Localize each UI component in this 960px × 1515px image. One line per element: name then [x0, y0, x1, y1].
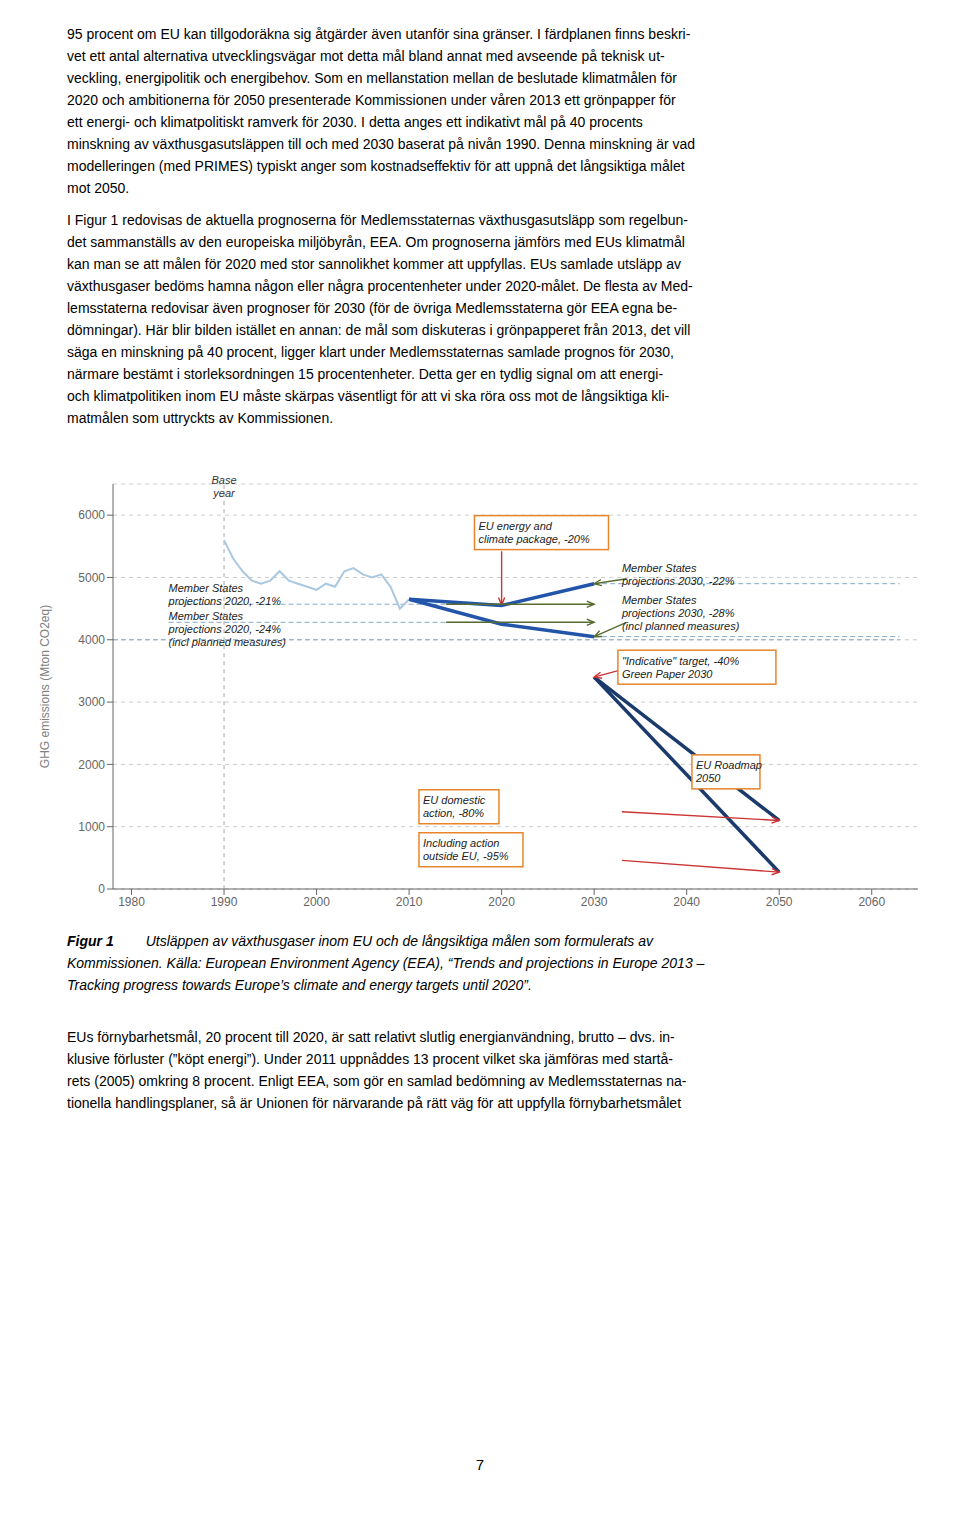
svg-text:2050: 2050	[766, 895, 793, 909]
html-text:95 procent om EU kan tillgodor: 95 procent om EU kan tillgodoräkna sig å…	[67, 26, 691, 42]
html-text:mot 2050.: mot 2050.	[67, 180, 130, 196]
svg-text:Member Statesprojections 2020,: Member Statesprojections 2020, -24%(incl…	[168, 610, 287, 648]
svg-text:2060: 2060	[858, 895, 885, 909]
svg-text:Baseyear: Baseyear	[211, 474, 236, 499]
svg-text:4000: 4000	[78, 633, 105, 647]
svg-text:1990: 1990	[211, 895, 238, 909]
html-text:lemsstaterna redovisar även pr: lemsstaterna redovisar även prognoser fö…	[67, 300, 678, 316]
svg-text:EU domesticaction, -80%: EU domesticaction, -80%	[423, 794, 486, 819]
svg-text:Member Statesprojections 2030,: Member Statesprojections 2030, -22%	[621, 562, 735, 587]
html-text:Figur 1: Figur 1	[67, 933, 114, 949]
html-text:närmare bestämt i storleksordn: närmare bestämt i storleksordningen 15 p…	[67, 366, 664, 382]
html-text:växthusgaser bedöms hamna någo: växthusgaser bedöms hamna någon eller nå…	[67, 278, 693, 294]
svg-text:2000: 2000	[303, 895, 330, 909]
html-text:2020 och ambitionerna för 2050: 2020 och ambitionerna för 2050 presenter…	[67, 92, 676, 108]
html-text:tionella handlingsplaner, så ä: tionella handlingsplaner, så är Unionen …	[67, 1095, 681, 1111]
svg-text:Member Statesprojections 2030,: Member Statesprojections 2030, -28%(incl…	[621, 594, 740, 632]
html-text:Tracking progress towards Euro: Tracking progress towards Europe’s clima…	[67, 977, 532, 993]
svg-text:EU Roadmap2050: EU Roadmap2050	[695, 759, 762, 784]
html-text:minskning av växthusgasutsläpp: minskning av växthusgasutsläppen till oc…	[67, 136, 696, 152]
svg-text:EU energy andclimate package,: EU energy andclimate package, -20%	[478, 520, 589, 545]
html-text:7: 7	[475, 1456, 485, 1473]
html-text:och klimatpolitiken inom EU må: och klimatpolitiken inom EU måste skärpa…	[67, 388, 670, 404]
svg-text:1980: 1980	[118, 895, 145, 909]
svg-text:"Indicative" target, -40%Green: "Indicative" target, -40%Green Paper 203…	[622, 655, 739, 680]
html-text:kan man se att målen för 2020: kan man se att målen för 2020 med stor s…	[67, 256, 681, 272]
html-text:säga en minskning på 40 procen: säga en minskning på 40 procent, ligger …	[67, 344, 674, 360]
html-text:Utsläppen av växthusgaser inom: Utsläppen av växthusgaser inom EU och de…	[145, 933, 653, 949]
html-text:Kommissionen. Källa: European: Kommissionen. Källa: European Environmen…	[67, 955, 705, 971]
svg-text:2010: 2010	[396, 895, 423, 909]
svg-text:1000: 1000	[78, 820, 105, 834]
svg-text:Member Statesprojections 2020,: Member Statesprojections 2020, -21%	[168, 582, 282, 607]
html-text:det sammanställs av den europe: det sammanställs av den europeiska miljö…	[67, 234, 685, 250]
html-text:rets (2005) omkring 8 procent.: rets (2005) omkring 8 procent. Enligt EE…	[67, 1073, 687, 1089]
svg-text:2020: 2020	[488, 895, 515, 909]
html-text:dömningar). Här blir bilden is: dömningar). Här blir bilden istället en …	[67, 322, 691, 338]
html-text:modelleringen (med PRIMES) typ: modelleringen (med PRIMES) typiskt anger…	[67, 158, 685, 174]
html-text:klusive förluster (”köpt energ: klusive förluster (”köpt energi”). Under…	[67, 1051, 673, 1067]
svg-text:Including actionoutside EU, -9: Including actionoutside EU, -95%	[423, 837, 509, 862]
svg-text:GHG emissions (Mton CO2eq): GHG emissions (Mton CO2eq)	[38, 605, 52, 768]
svg-text:2040: 2040	[673, 895, 700, 909]
html-text:veckling, energipolitik och en: veckling, energipolitik och energibehov.…	[67, 70, 677, 86]
html-text:I Figur 1 redovisas de aktuell: I Figur 1 redovisas de aktuella prognose…	[67, 212, 688, 228]
svg-text:6000: 6000	[78, 508, 105, 522]
html-text:ett energi- och klimatpolitisk: ett energi- och klimatpolitiskt ramverk …	[67, 114, 643, 130]
html-text:EUs förnybarhetsmål, 20 procen: EUs förnybarhetsmål, 20 procent till 202…	[67, 1029, 675, 1045]
svg-text:3000: 3000	[78, 695, 105, 709]
svg-text:5000: 5000	[78, 571, 105, 585]
svg-text:2030: 2030	[581, 895, 608, 909]
svg-text:2000: 2000	[78, 758, 105, 772]
svg-text:0: 0	[98, 882, 105, 896]
html-text:matmålen som uttryckts av Komm: matmålen som uttryckts av Kommissionen.	[67, 410, 334, 426]
html-text:vet ett antal alternativa utve: vet ett antal alternativa utvecklingsväg…	[67, 48, 665, 64]
